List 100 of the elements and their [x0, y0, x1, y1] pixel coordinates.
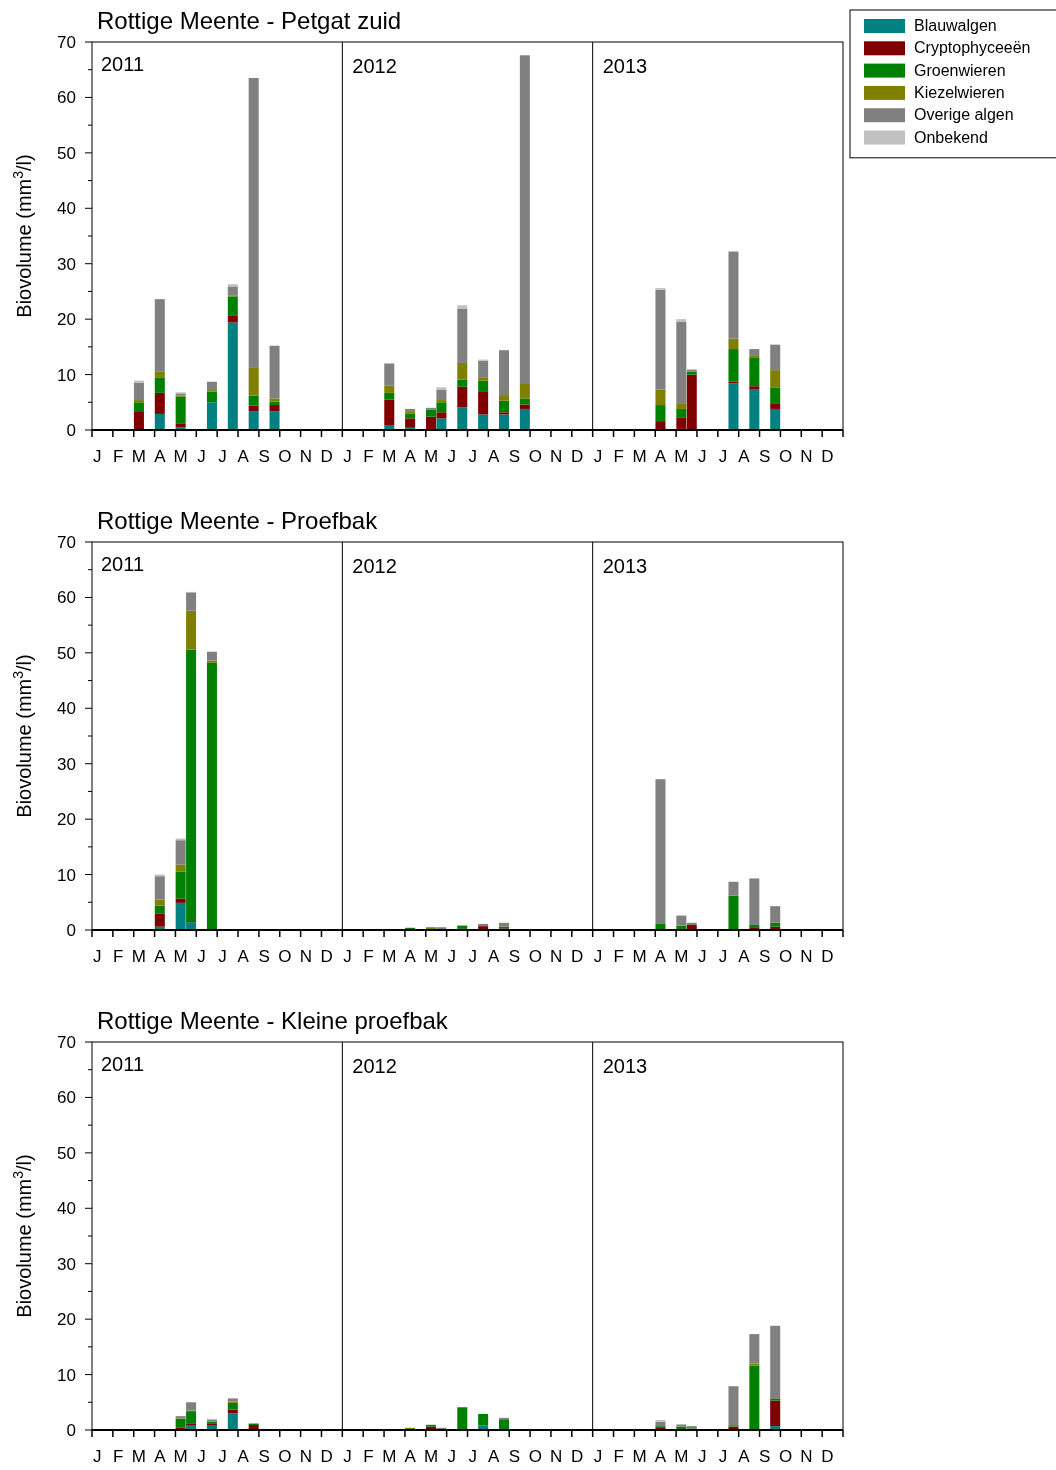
legend-label: Onbekend	[914, 128, 988, 146]
annotation: 2011	[101, 1053, 145, 1075]
x-tick-label: J	[468, 447, 477, 466]
x-tick-label: J	[343, 947, 352, 966]
y-tick-label: 0	[66, 1421, 76, 1440]
x-tick-label: M	[674, 947, 689, 966]
x-tick-label: J	[218, 1447, 227, 1466]
x-tick-label: M	[674, 447, 689, 466]
x-tick-label: O	[779, 1447, 793, 1466]
x-tick-label: J	[92, 447, 102, 466]
x-tick-label: A	[404, 447, 417, 466]
x-tick-label: J	[447, 447, 457, 466]
chart-title: Rottige Meente - Proefbak	[97, 507, 379, 534]
y-tick-label: 30	[57, 754, 76, 774]
y-tick-label: 60	[57, 588, 76, 608]
x-tick-label: D	[821, 447, 834, 466]
x-tick-label: A	[154, 1447, 167, 1466]
x-tick-label: N	[299, 447, 312, 466]
x-tick-label: S	[508, 1447, 521, 1466]
x-tick-label: D	[320, 447, 333, 466]
x-tick-label: F	[363, 447, 374, 466]
x-tick-label: M	[131, 947, 147, 966]
y-tick-label: 10	[57, 365, 76, 385]
x-tick-label: M	[173, 447, 188, 466]
x-tick-label: J	[447, 947, 457, 966]
x-tick-label: D	[320, 947, 333, 966]
x-tick-label: A	[738, 947, 751, 966]
x-tick-label: F	[363, 947, 374, 966]
x-tick-label: J	[593, 947, 603, 966]
x-tick-label: J	[697, 1447, 707, 1466]
x-tick-label: D	[320, 1447, 333, 1466]
x-tick-label: J	[718, 947, 728, 966]
annotation: 2013	[602, 555, 648, 577]
x-tick-label: M	[173, 1447, 188, 1466]
x-tick-label: J	[197, 947, 206, 966]
y-tick-label: 60	[57, 1088, 76, 1108]
x-tick-label: F	[613, 447, 624, 466]
x-tick-label: M	[423, 447, 439, 466]
x-tick-label: S	[508, 947, 521, 966]
x-tick-label: D	[821, 1447, 834, 1466]
annotation: 2013	[602, 55, 648, 77]
x-tick-label: F	[112, 447, 124, 466]
x-tick-label: O	[528, 447, 542, 466]
x-tick-label: M	[131, 1447, 147, 1466]
x-tick-label: J	[447, 1447, 457, 1466]
x-tick-label: N	[550, 447, 563, 466]
x-tick-label: N	[550, 1447, 563, 1466]
y-tick-label: 30	[57, 1254, 76, 1274]
annotation: 2012	[352, 1055, 397, 1077]
annotation: 2011	[101, 53, 145, 75]
x-tick-label: O	[779, 447, 793, 466]
x-tick-label: J	[218, 447, 227, 466]
x-tick-label: J	[697, 447, 707, 466]
x-tick-label: J	[92, 1447, 102, 1466]
chart-title: Rottige Meente - Kleine proefbak	[97, 1007, 449, 1034]
legend-label: Overige algen	[914, 106, 1014, 124]
y-tick-label: 0	[66, 921, 76, 940]
legend-label: Groenwieren	[914, 61, 1006, 79]
x-tick-label: F	[112, 947, 124, 966]
x-tick-label: A	[404, 947, 417, 966]
chart-title: Rottige Meente - Petgat zuid	[97, 7, 402, 34]
x-tick-label: F	[613, 947, 624, 966]
x-tick-label: S	[258, 1447, 270, 1466]
y-tick-label: 60	[57, 88, 76, 108]
x-tick-label: J	[218, 947, 227, 966]
y-tick-label: 20	[57, 810, 76, 830]
x-tick-label: M	[423, 1447, 439, 1466]
x-tick-label: D	[570, 447, 584, 466]
x-tick-label: S	[258, 947, 270, 966]
y-tick-label: 40	[57, 199, 76, 219]
y-tick-label: 20	[57, 1310, 76, 1330]
x-tick-label: J	[343, 447, 352, 466]
x-tick-label: A	[738, 447, 751, 466]
x-tick-label: F	[112, 1447, 124, 1466]
x-tick-label: N	[299, 1447, 312, 1466]
x-tick-label: J	[92, 947, 102, 966]
y-tick-label: 20	[57, 310, 76, 330]
x-tick-label: N	[550, 947, 563, 966]
x-tick-label: A	[738, 1447, 751, 1466]
x-tick-label: A	[654, 447, 667, 466]
x-tick-label: S	[759, 447, 771, 466]
x-tick-label: O	[779, 947, 793, 966]
x-tick-label: D	[570, 1447, 584, 1466]
x-tick-label: J	[468, 947, 477, 966]
x-tick-label: A	[654, 947, 667, 966]
y-tick-label: 50	[57, 143, 76, 163]
legend-label: Blauwalgen	[914, 17, 997, 34]
x-tick-label: A	[237, 947, 250, 966]
annotation: 2013	[602, 1055, 648, 1077]
x-tick-label: A	[154, 947, 167, 966]
x-tick-label: N	[800, 947, 813, 966]
x-tick-label: A	[487, 947, 500, 966]
x-tick-label: O	[278, 947, 292, 966]
x-tick-label: A	[237, 447, 250, 466]
x-tick-label: O	[528, 947, 542, 966]
y-tick-label: 50	[57, 643, 76, 663]
x-tick-label: M	[632, 1447, 647, 1466]
annotation: 2012	[352, 555, 397, 577]
x-tick-label: J	[343, 1447, 352, 1466]
x-tick-label: M	[173, 947, 188, 966]
